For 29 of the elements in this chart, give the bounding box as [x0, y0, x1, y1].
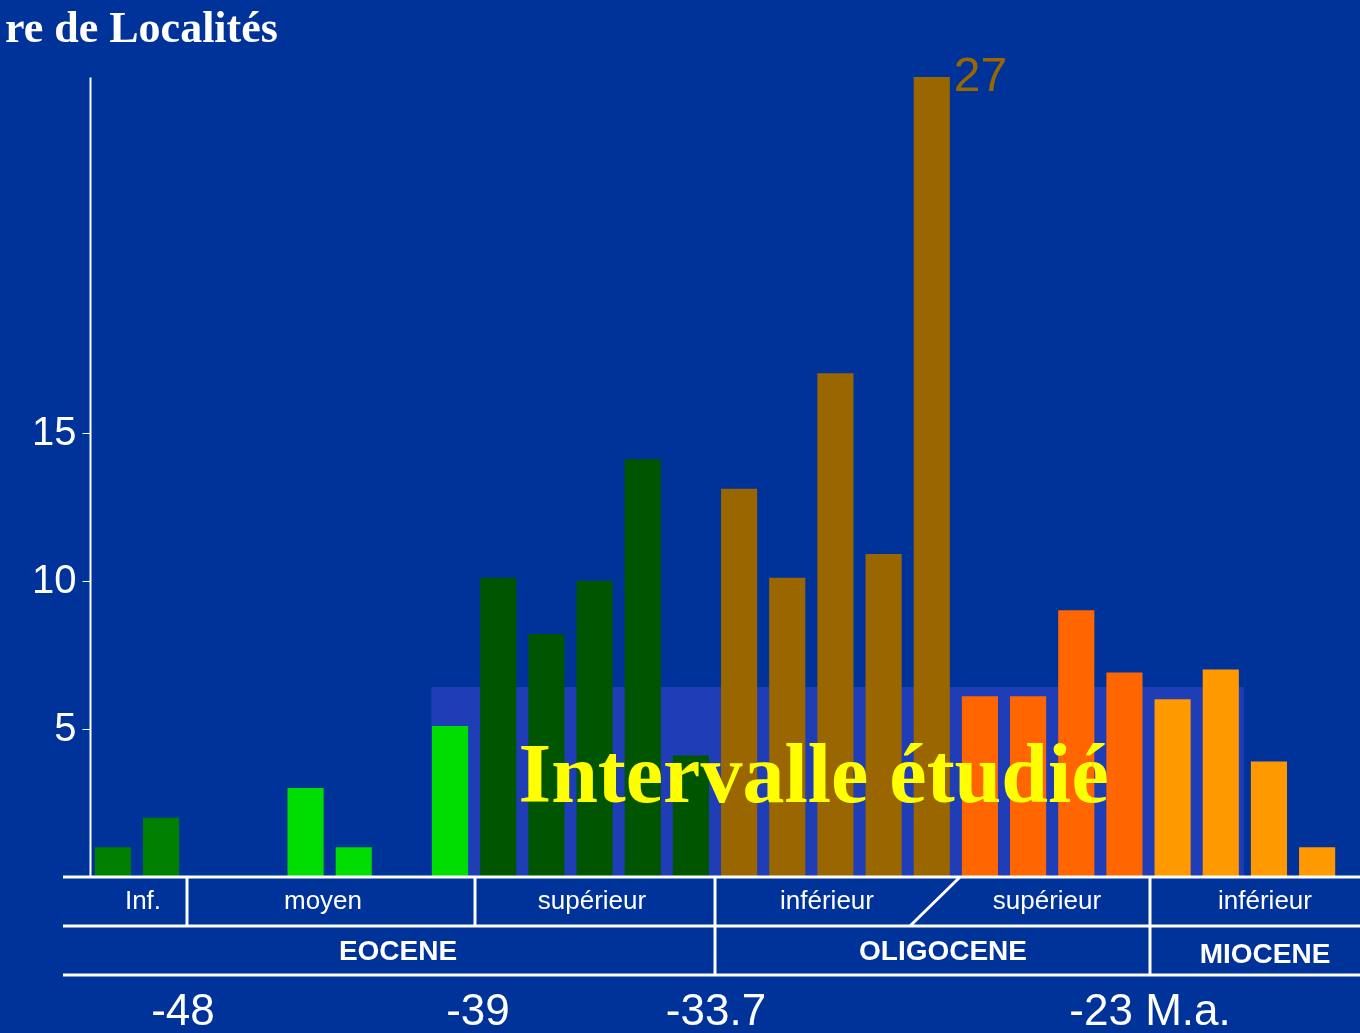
- text: -39: [446, 985, 510, 1033]
- bar: [1154, 699, 1191, 877]
- y-tick-label: 15: [32, 409, 77, 454]
- text: EOCENE: [338, 935, 458, 966]
- text: supérieur: [992, 885, 1102, 915]
- text: -33.7: [665, 985, 767, 1033]
- y-tick-label: 5: [54, 705, 77, 750]
- text: inférieur: [780, 885, 875, 915]
- y-tick-label: 10: [32, 557, 77, 602]
- bar: [335, 847, 372, 877]
- text: MIOCENE: [1199, 938, 1331, 969]
- text: inférieur: [1218, 885, 1313, 915]
- bar: [432, 725, 469, 877]
- data-label: 27: [953, 48, 1008, 101]
- bar: [1106, 672, 1143, 877]
- text: moyen: [283, 885, 363, 915]
- text: -23 M.a.: [1069, 985, 1231, 1033]
- text: -48: [151, 985, 215, 1033]
- text: supérieur: [537, 885, 647, 915]
- bar: [1202, 669, 1239, 877]
- bar: [287, 788, 324, 877]
- bar: [480, 577, 517, 877]
- bar: [94, 847, 131, 877]
- bar: [1299, 847, 1336, 877]
- chart-title: re de Localités: [5, 3, 278, 52]
- text: Inf.: [124, 885, 162, 915]
- bar: [142, 817, 180, 877]
- text: OLIGOCENE: [858, 935, 1028, 966]
- bar: [1250, 761, 1288, 877]
